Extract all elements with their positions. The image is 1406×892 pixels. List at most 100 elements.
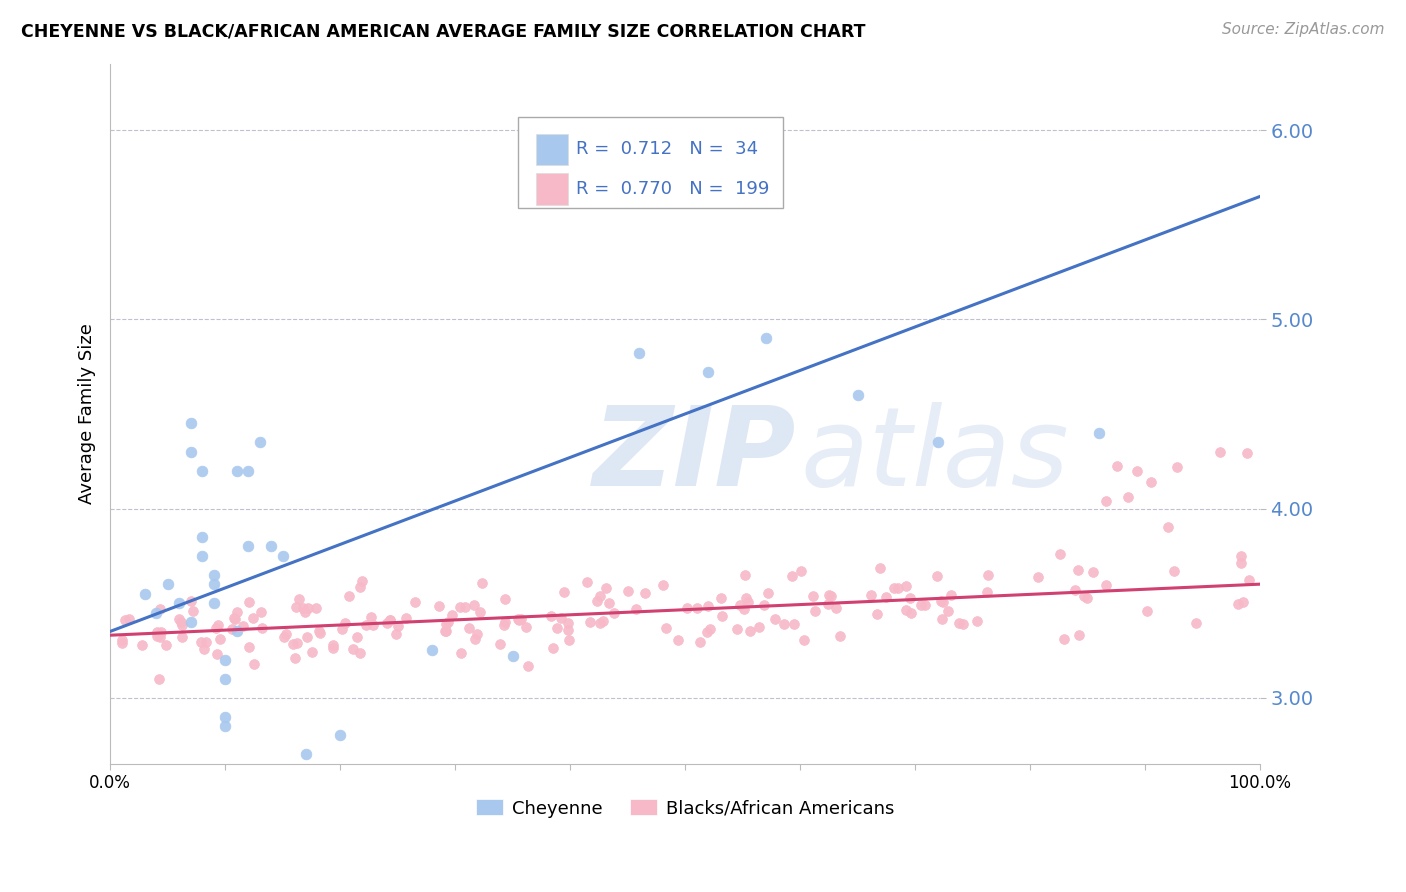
Point (180, 594, 202, 608)
Point (894, 603, 917, 617)
Point (434, 624, 457, 639)
Point (578, 615, 600, 629)
Point (297, 600, 319, 615)
Point (1064, 583, 1087, 598)
Point (145, 606, 167, 620)
Point (869, 561, 891, 575)
Point (488, 637, 510, 651)
Point (817, 588, 839, 602)
Point (436, 624, 458, 639)
Point (927, 569, 949, 583)
Point (734, 568, 756, 582)
Point (346, 630, 368, 644)
Point (385, 627, 408, 641)
Point (172, 630, 194, 644)
Point (755, 331, 778, 345)
Point (859, 588, 882, 602)
Point (329, 729, 352, 743)
Point (510, 612, 533, 626)
Text: atlas: atlas (800, 402, 1069, 509)
Point (360, 610, 382, 624)
Point (516, 659, 538, 673)
Point (886, 581, 908, 595)
Point (167, 612, 190, 626)
Point (180, 444, 202, 458)
Point (202, 577, 225, 591)
Point (222, 611, 245, 625)
Point (1209, 444, 1232, 458)
Point (1163, 564, 1185, 578)
Point (817, 597, 839, 611)
Point (589, 589, 612, 603)
Point (294, 606, 316, 620)
Point (900, 606, 922, 620)
Point (170, 615, 193, 630)
Point (225, 464, 247, 478)
Point (1236, 446, 1258, 460)
Point (434, 616, 457, 631)
Point (285, 635, 308, 649)
Point (225, 605, 247, 619)
Point (294, 747, 316, 762)
Point (758, 586, 780, 600)
Point (938, 604, 960, 618)
Point (1116, 490, 1139, 504)
Point (914, 598, 936, 612)
Point (725, 622, 748, 636)
Point (155, 638, 177, 652)
Point (260, 539, 283, 553)
Point (1184, 615, 1206, 630)
Point (470, 605, 492, 619)
Point (224, 612, 246, 626)
Point (546, 622, 568, 636)
Point (733, 602, 755, 616)
Point (405, 594, 427, 608)
Point (295, 630, 318, 644)
Point (148, 672, 170, 686)
Point (1052, 632, 1074, 646)
Point (1232, 595, 1254, 609)
Point (375, 616, 398, 631)
Point (763, 612, 786, 626)
Point (948, 615, 970, 630)
Point (395, 611, 418, 625)
Point (180, 417, 202, 431)
Point (380, 613, 402, 627)
Point (748, 620, 770, 634)
Point (238, 594, 260, 608)
Point (628, 346, 651, 360)
Point (1049, 547, 1071, 561)
Point (654, 621, 676, 635)
Point (342, 642, 364, 657)
Point (589, 616, 612, 631)
Point (356, 617, 378, 632)
Point (243, 657, 266, 672)
Point (929, 594, 952, 608)
Point (209, 632, 232, 647)
Point (249, 435, 271, 450)
Point (494, 592, 516, 607)
Point (440, 608, 463, 623)
Point (502, 648, 524, 663)
Point (191, 530, 214, 544)
Point (458, 621, 481, 635)
Point (699, 622, 721, 636)
Point (238, 640, 260, 655)
Point (207, 617, 229, 632)
Point (1094, 578, 1116, 592)
Point (308, 624, 330, 638)
Point (737, 595, 759, 609)
Point (202, 567, 225, 582)
Point (595, 581, 617, 595)
Point (420, 643, 443, 657)
Point (550, 610, 572, 624)
Point (305, 601, 328, 615)
Point (464, 632, 486, 646)
Point (1237, 573, 1260, 587)
Point (846, 388, 869, 402)
Point (710, 609, 733, 624)
Point (276, 627, 298, 641)
Point (114, 613, 136, 627)
Point (1105, 458, 1128, 473)
Point (167, 596, 190, 610)
